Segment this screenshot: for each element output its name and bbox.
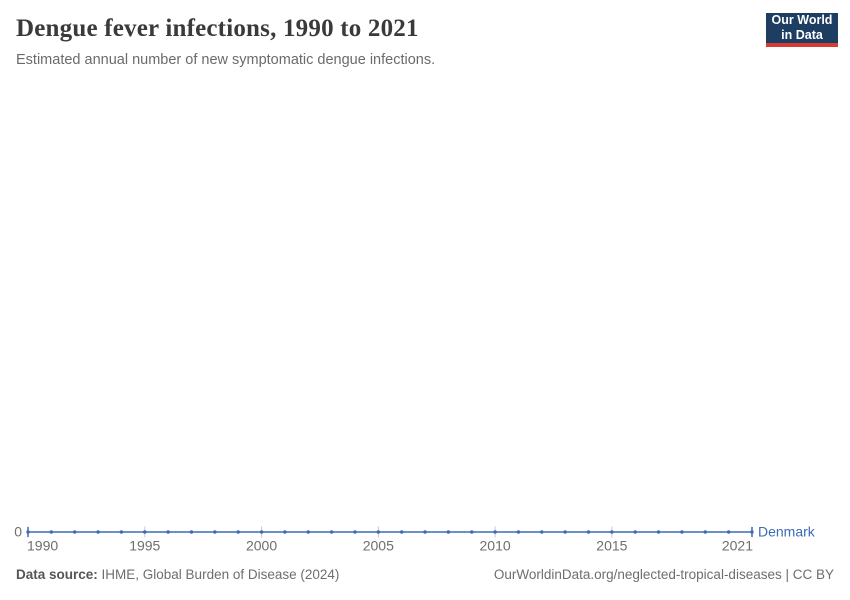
entity-label[interactable]: Denmark [758, 524, 816, 540]
data-point-marker[interactable] [213, 530, 217, 534]
x-axis-label: 2015 [596, 538, 627, 554]
data-point-marker[interactable] [376, 530, 381, 534]
y-axis-label: 0 [14, 524, 22, 540]
data-source-note: Data source: IHME, Global Burden of Dise… [16, 567, 339, 582]
data-point-marker[interactable] [73, 530, 77, 534]
data-point-marker[interactable] [703, 530, 707, 534]
data-point-marker[interactable] [680, 530, 684, 534]
data-point-marker[interactable] [586, 530, 591, 534]
credit-line: OurWorldinData.org/neglected-tropical-di… [493, 567, 834, 582]
logo-line2: in Data [781, 28, 823, 42]
data-point-marker[interactable] [516, 530, 521, 534]
data-point-marker[interactable] [446, 530, 451, 534]
chart-footer: Data source: IHME, Global Burden of Dise… [16, 567, 834, 582]
x-axis-label: 2010 [480, 538, 511, 554]
data-point-marker[interactable] [96, 530, 100, 534]
data-point-marker[interactable] [399, 530, 404, 534]
x-axis-label: 1990 [27, 538, 58, 554]
data-point-marker[interactable] [493, 530, 497, 534]
x-axis-label: 2000 [246, 538, 277, 554]
x-axis-label: 1995 [129, 538, 160, 554]
data-point-marker[interactable] [633, 530, 637, 534]
data-point-marker[interactable] [259, 530, 264, 534]
owid-logo[interactable]: Our World in Data [766, 13, 838, 47]
data-point-marker[interactable] [563, 530, 567, 534]
data-point-marker[interactable] [540, 530, 544, 534]
data-point-marker[interactable] [189, 530, 194, 534]
x-axis-label: 2021 [722, 538, 753, 554]
data-point-marker[interactable] [143, 530, 147, 534]
chart-subtitle: Estimated annual number of new symptomat… [16, 52, 436, 68]
data-point-marker[interactable] [329, 530, 334, 534]
data-point-marker[interactable] [423, 530, 427, 534]
data-point-marker[interactable] [306, 530, 310, 534]
chart-title: Dengue fever infections, 1990 to 2021 [16, 15, 419, 42]
x-axis-label: 2005 [363, 538, 394, 554]
line-chart-svg[interactable]: 1990 1995 2000 2005 2010 2015 2021 0 Denmark [0, 0, 850, 560]
data-point-marker[interactable] [656, 530, 661, 534]
logo-line1: Our World [771, 13, 833, 28]
data-point-marker[interactable] [610, 530, 614, 534]
data-point-marker[interactable] [236, 530, 240, 534]
data-point-marker[interactable] [470, 530, 474, 534]
data-point-marker[interactable] [283, 530, 287, 534]
data-source-label: Data source: [16, 567, 98, 582]
data-point-marker[interactable] [353, 530, 357, 534]
data-source-value: IHME, Global Burden of Disease (2024) [97, 567, 340, 582]
chart-header: Dengue fever infections, 1990 to 2021 Es… [16, 14, 750, 70]
data-point-marker[interactable] [726, 530, 731, 534]
data-point-marker[interactable] [119, 530, 124, 534]
data-point-marker[interactable] [49, 530, 54, 534]
data-point-marker[interactable] [166, 530, 170, 534]
